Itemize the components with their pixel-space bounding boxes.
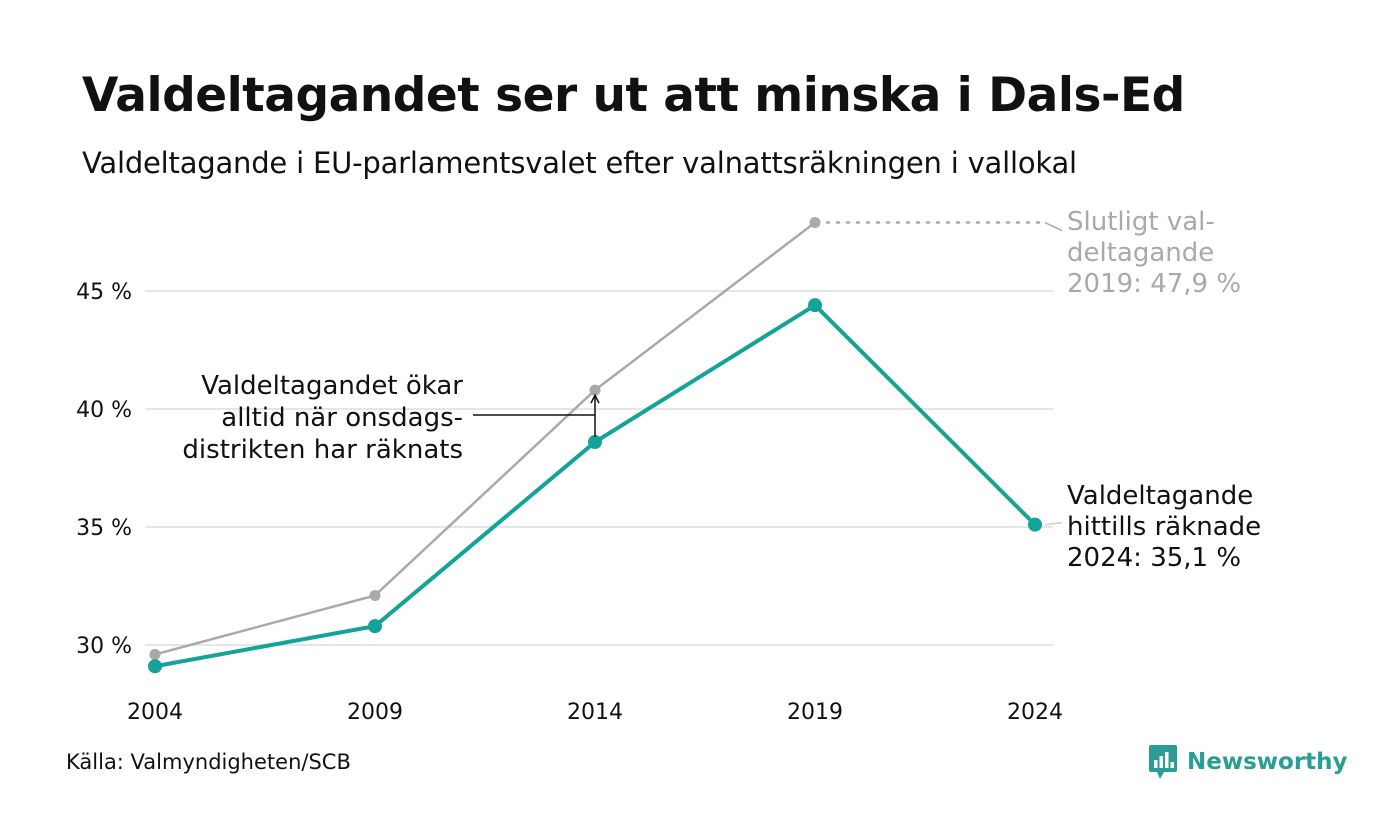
data-point-counted bbox=[368, 619, 382, 634]
data-point-final bbox=[589, 384, 601, 396]
data-point-counted bbox=[148, 659, 162, 674]
counted-value-annotation: hittills räknade bbox=[1067, 512, 1261, 542]
brand-logo: Newsworthy bbox=[1148, 744, 1348, 780]
note-arrow-head bbox=[590, 393, 600, 404]
source-note: Källa: Valmyndigheten/SCB bbox=[66, 750, 351, 774]
y-tick-label: 30 % bbox=[76, 634, 132, 659]
data-point-counted bbox=[588, 435, 602, 450]
series-line-counted bbox=[154, 303, 1037, 669]
data-point-counted bbox=[808, 298, 822, 313]
x-tick-label: 2004 bbox=[127, 700, 183, 725]
final-label-connector bbox=[1044, 221, 1063, 232]
x-tick-label: 2024 bbox=[1007, 700, 1063, 725]
y-tick-label: 40 % bbox=[76, 398, 132, 423]
x-tick-label: 2014 bbox=[567, 700, 623, 725]
counted-value-annotation: 2024: 35,1 % bbox=[1067, 543, 1241, 573]
chart-subtitle: Valdeltagande i EU-parlamentsvalet efter… bbox=[82, 146, 1077, 180]
newsworthy-icon bbox=[1149, 745, 1177, 779]
line-chart: 30 % 35 % 40 % 45 % 2004 2009 2014 2019 2024 Slut… bbox=[76, 207, 1261, 725]
counted-label-connector bbox=[1044, 521, 1063, 526]
data-point-final bbox=[369, 589, 381, 601]
x-tick-label: 2019 bbox=[787, 700, 843, 725]
data-point-counted bbox=[1028, 517, 1042, 532]
x-tick-label: 2009 bbox=[347, 700, 403, 725]
brand-name: Newsworthy bbox=[1187, 749, 1348, 775]
final-value-annotation: deltagande bbox=[1067, 238, 1214, 268]
data-point-final bbox=[149, 648, 161, 660]
data-point-final bbox=[809, 217, 821, 229]
note-annotation: Valdeltagandet ökar bbox=[201, 371, 463, 401]
note-annotation: distrikten har räknats bbox=[182, 435, 463, 465]
final-value-annotation: Slutligt val- bbox=[1067, 207, 1215, 237]
y-tick-label: 45 % bbox=[76, 280, 132, 305]
chart-title: Valdeltagandet ser ut att minska i Dals-… bbox=[82, 68, 1185, 123]
series-line-final bbox=[154, 221, 816, 656]
counted-value-annotation: Valdeltagande bbox=[1067, 481, 1253, 511]
final-value-annotation: 2019: 47,9 % bbox=[1067, 269, 1241, 299]
y-tick-label: 35 % bbox=[76, 516, 132, 541]
note-annotation: alltid när onsdags- bbox=[221, 403, 463, 433]
